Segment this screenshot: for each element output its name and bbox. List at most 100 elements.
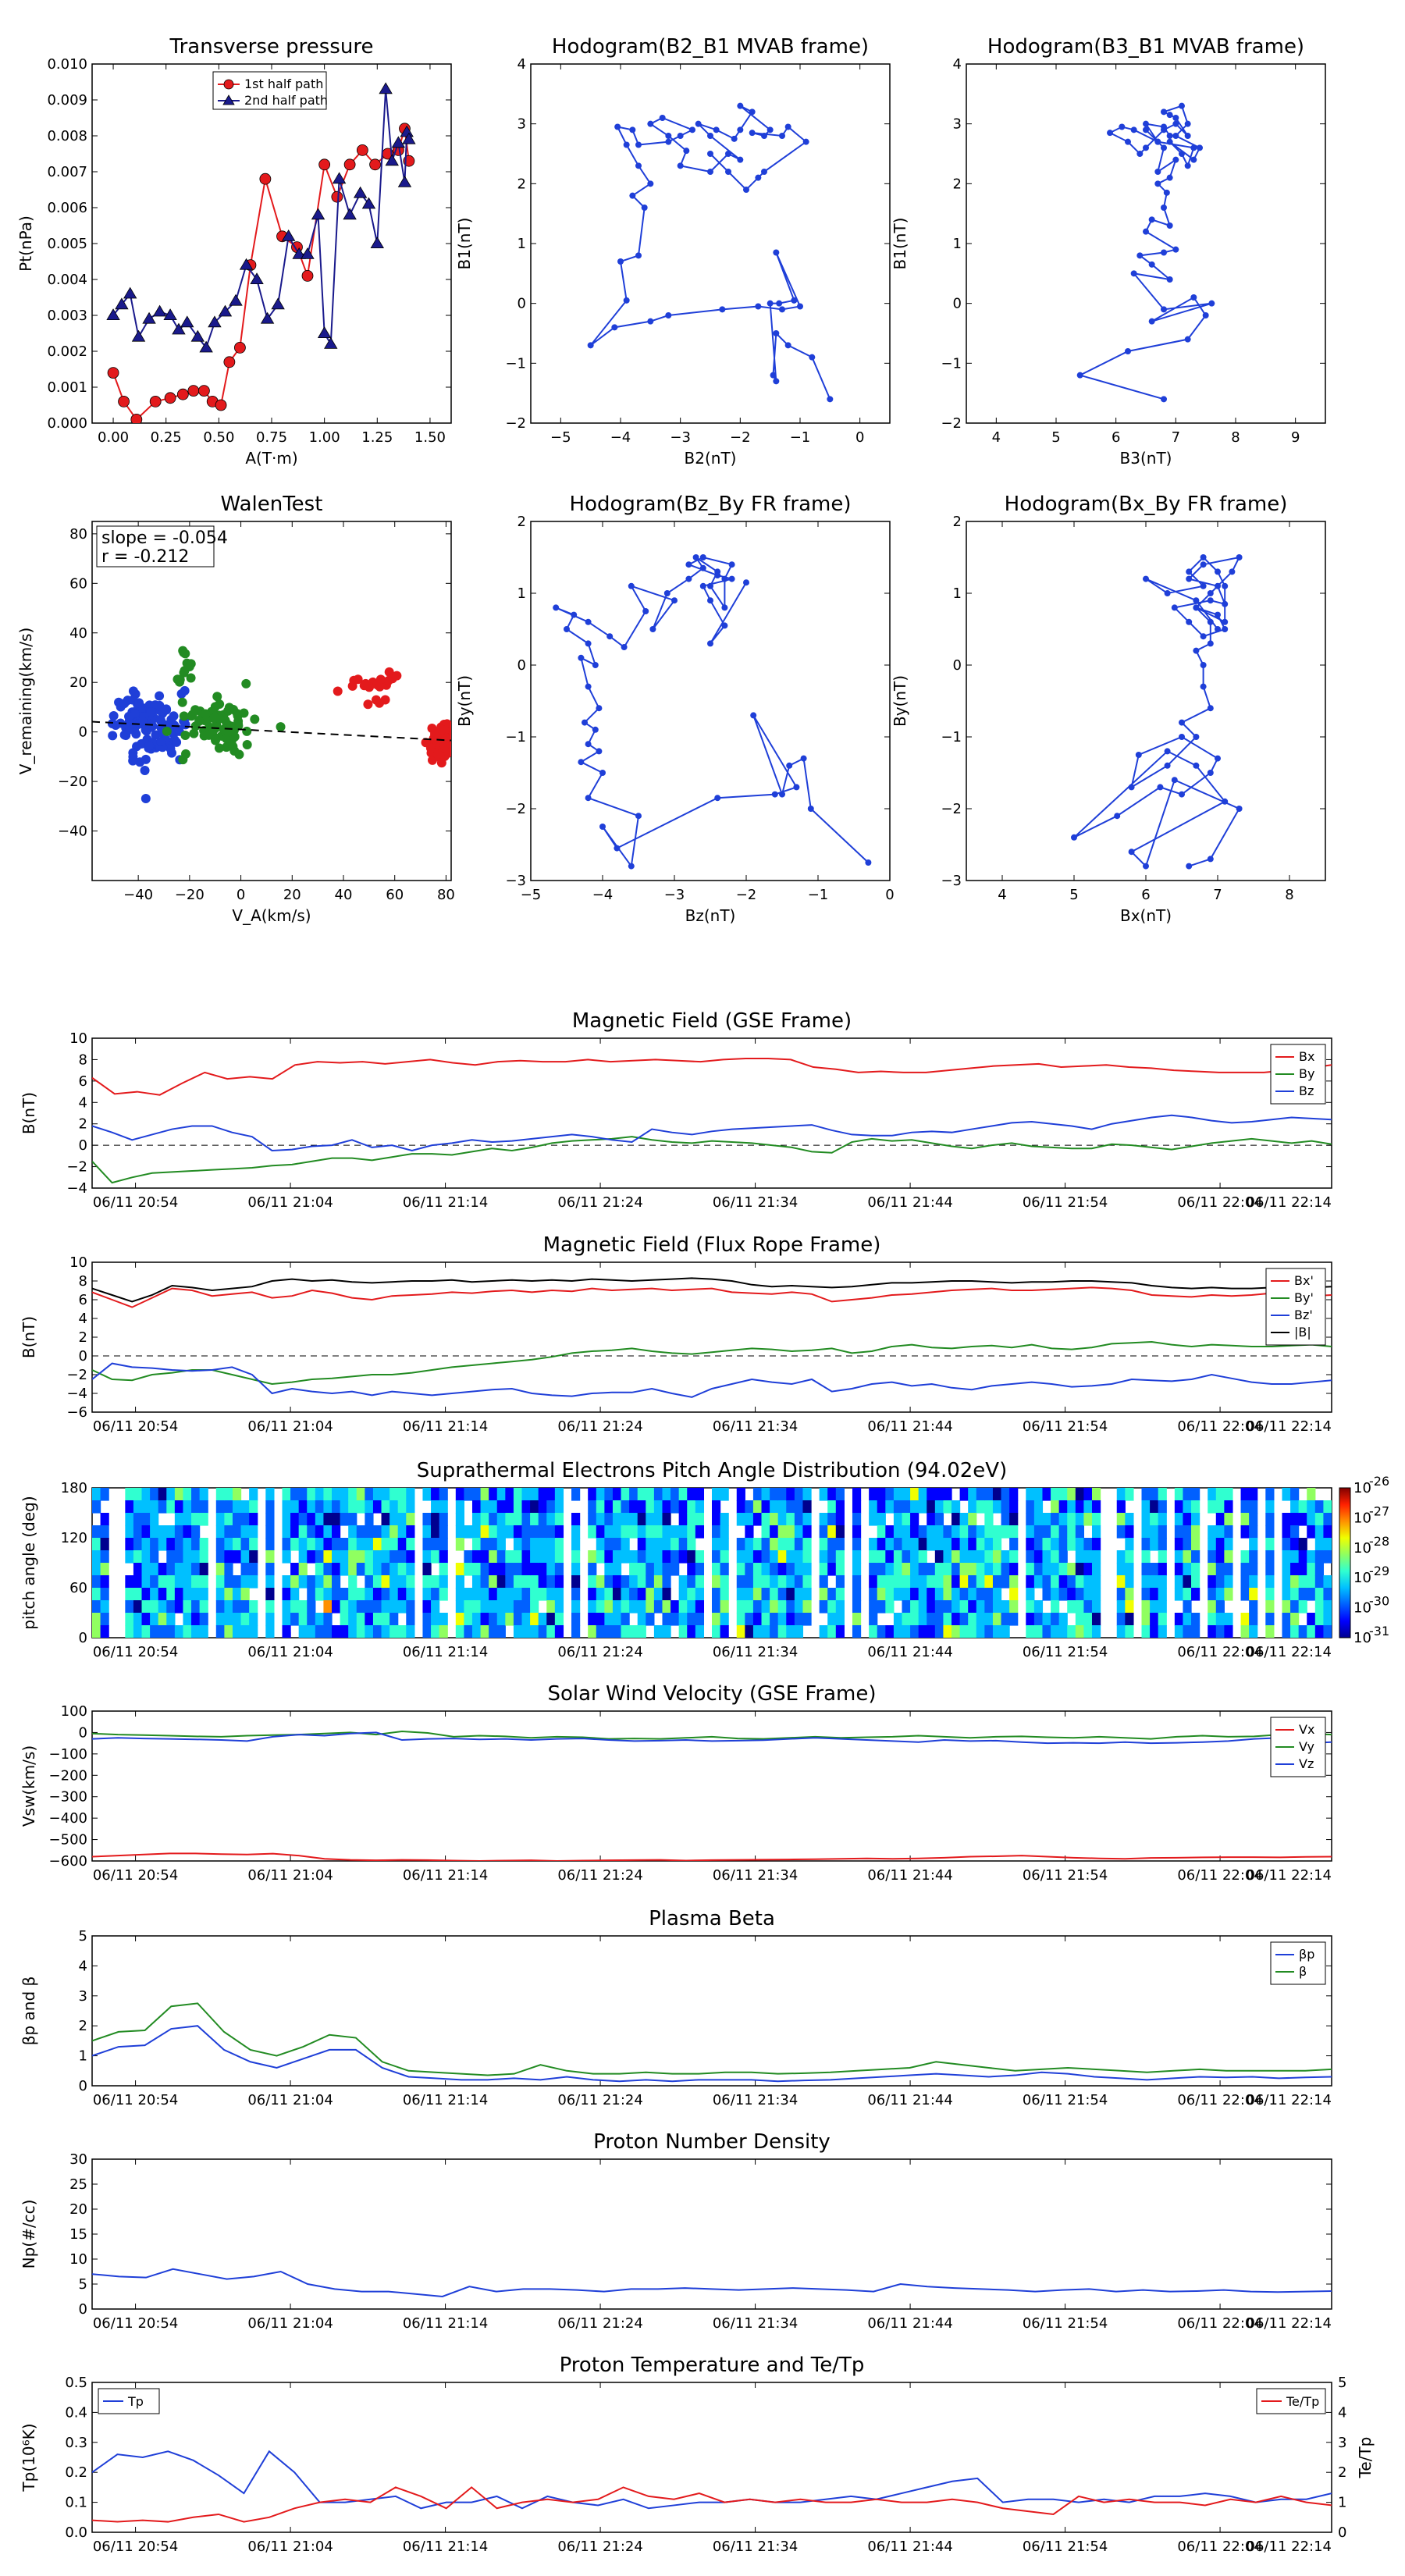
heatmap-cell — [1174, 1613, 1184, 1626]
heatmap-cell — [1183, 1525, 1192, 1539]
heatmap-cell — [1158, 1563, 1167, 1576]
heatmap-cell — [1158, 1588, 1167, 1601]
heatmap-cell — [877, 1588, 886, 1601]
data-point — [1161, 144, 1167, 151]
data-point — [1166, 222, 1173, 229]
heatmap-cell — [290, 1538, 300, 1551]
heatmap-cell — [1183, 1625, 1192, 1638]
heatmap-cell — [431, 1525, 440, 1539]
data-point — [1161, 205, 1167, 211]
x-tick-label: −3 — [670, 429, 691, 446]
heatmap-cell — [794, 1575, 804, 1589]
heatmap-cell — [496, 1538, 506, 1551]
heatmap-cell — [646, 1600, 655, 1614]
heatmap-cell — [298, 1625, 308, 1638]
x-tick-label: 06/11 21:34 — [713, 1644, 798, 1660]
x-tick-label: 06/11 22:14 — [1247, 2539, 1332, 2555]
y-tick-label: 1 — [79, 2048, 87, 2065]
data-point — [623, 297, 630, 304]
heatmap-cell — [893, 1488, 903, 1501]
heatmap-cell — [1051, 1550, 1060, 1564]
heatmap-cell — [1314, 1513, 1325, 1526]
data-point — [1190, 144, 1197, 151]
data-point — [343, 208, 357, 220]
x-tick-label: 06/11 20:54 — [93, 2539, 178, 2555]
data-point — [731, 135, 738, 142]
heatmap-cell — [232, 1488, 242, 1501]
heatmap-cell — [1208, 1575, 1217, 1589]
heatmap-cell — [538, 1525, 547, 1539]
heatmap-cell — [571, 1525, 581, 1539]
plot-frame — [91, 1037, 1332, 1189]
data-point — [797, 303, 803, 310]
heatmap-cell — [1058, 1538, 1068, 1551]
heatmap-cell — [835, 1563, 845, 1576]
data-point — [1163, 189, 1170, 196]
scatter-point — [165, 743, 176, 753]
heatmap-cell — [637, 1588, 646, 1601]
heatmap-cell — [554, 1600, 564, 1614]
heatmap-cell — [869, 1513, 878, 1526]
heatmap-cell — [1091, 1538, 1101, 1551]
heatmap-cell — [471, 1613, 482, 1626]
heatmap-cell — [307, 1550, 316, 1564]
legend-label: Bz — [1299, 1083, 1314, 1098]
heatmap-cell — [1158, 1613, 1167, 1626]
heatmap-cell — [877, 1600, 886, 1614]
heatmap-cell — [976, 1488, 985, 1501]
heatmap-cell — [678, 1600, 688, 1614]
heatmap-cell — [158, 1538, 167, 1551]
data-point — [1215, 755, 1221, 762]
heatmap-cell — [1298, 1575, 1307, 1589]
heatmap-cell — [1001, 1600, 1010, 1614]
heatmap-cell — [951, 1525, 961, 1539]
scatter-point — [155, 691, 165, 701]
heatmap-cell — [770, 1538, 779, 1551]
heatmap-cell — [538, 1563, 547, 1576]
heatmap-cell — [571, 1513, 581, 1526]
heatmap-cell — [265, 1613, 275, 1626]
heatmap-cell — [1282, 1613, 1291, 1626]
heatmap-cell — [819, 1513, 828, 1526]
heatmap-cell — [984, 1625, 994, 1638]
legend: Bx'By'Bz'|B| — [1265, 1268, 1326, 1346]
heatmap-cell — [934, 1600, 944, 1614]
heatmap-cell — [984, 1550, 994, 1564]
data-point — [1207, 856, 1214, 863]
data-point — [1161, 123, 1167, 130]
heatmap-cell — [761, 1625, 770, 1638]
heatmap-cell — [480, 1538, 489, 1551]
heatmap-cell — [695, 1525, 705, 1539]
heatmap-cell — [1150, 1500, 1159, 1514]
y-axis-label: By(nT) — [455, 675, 474, 727]
heatmap-cell — [315, 1588, 325, 1601]
data-point — [1161, 249, 1167, 256]
heatmap-cell — [770, 1550, 779, 1564]
heatmap-cell — [348, 1550, 357, 1564]
heatmap-cell — [1290, 1600, 1300, 1614]
heatmap-cell — [166, 1613, 176, 1626]
heatmap-cell — [1026, 1538, 1035, 1551]
y-tick-label: −3 — [941, 873, 962, 889]
heatmap-cell — [1191, 1538, 1200, 1551]
heatmap-cell — [125, 1550, 134, 1564]
heatmap-cell — [1051, 1538, 1060, 1551]
heatmap-cell — [1224, 1625, 1233, 1638]
heatmap-cell — [125, 1613, 134, 1626]
heatmap-cell — [496, 1575, 506, 1589]
heatmap-cell — [1009, 1500, 1019, 1514]
heatmap-cell — [496, 1563, 506, 1576]
y-tick-label: 4 — [79, 1311, 87, 1327]
heatmap-cell — [637, 1613, 646, 1626]
heatmap-cell — [612, 1488, 622, 1501]
y-tick-label: 0.005 — [47, 236, 87, 252]
heatmap-cell — [381, 1600, 390, 1614]
heatmap-cell — [1141, 1600, 1151, 1614]
scatter-point — [180, 731, 190, 741]
plot-area — [92, 646, 451, 803]
data-point — [599, 824, 606, 830]
heatmap-cell — [794, 1625, 804, 1638]
data-point — [176, 388, 189, 400]
heatmap-cell — [92, 1613, 101, 1626]
heatmap-cell — [530, 1525, 539, 1539]
